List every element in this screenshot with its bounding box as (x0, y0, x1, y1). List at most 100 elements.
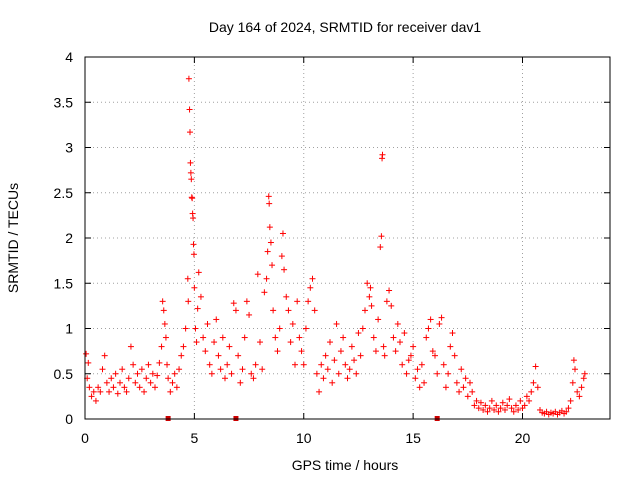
data-point (471, 402, 478, 409)
data-point (190, 241, 197, 248)
data-point (392, 348, 399, 355)
data-point (134, 370, 141, 377)
data-point (311, 307, 318, 314)
data-point (266, 224, 273, 231)
data-point (364, 280, 371, 287)
data-point (383, 298, 390, 305)
data-point (185, 298, 192, 305)
data-point (138, 366, 145, 373)
data-point (475, 405, 482, 412)
data-point (121, 384, 128, 391)
data-point (267, 239, 274, 246)
data-point (410, 343, 417, 350)
data-point (473, 397, 480, 404)
data-point (272, 334, 279, 341)
data-point (296, 334, 303, 341)
data-point (438, 314, 445, 321)
data-point (257, 339, 263, 346)
data-point (574, 388, 581, 395)
data-point (261, 289, 268, 296)
data-point (331, 357, 338, 364)
data-point (576, 393, 583, 400)
data-point (147, 379, 154, 386)
data-point (108, 375, 115, 382)
data-point (224, 361, 231, 368)
data-point (425, 325, 432, 332)
data-point (523, 393, 530, 400)
data-point (482, 402, 489, 409)
data-point (204, 320, 211, 327)
data-point (213, 316, 220, 323)
data-point (178, 352, 185, 359)
data-point (164, 361, 171, 368)
data-point (578, 384, 585, 391)
data-point (327, 339, 333, 346)
data-point (110, 384, 117, 391)
data-point (127, 343, 134, 350)
data-point (171, 370, 178, 377)
data-point (235, 352, 242, 359)
data-point (241, 334, 248, 341)
gridlines (85, 57, 610, 419)
data-point (132, 379, 139, 386)
data-point (200, 334, 207, 341)
data-point (427, 316, 434, 323)
data-point (436, 320, 443, 327)
data-point (149, 370, 156, 377)
data-point (456, 388, 463, 395)
data-point (567, 397, 574, 404)
data-point (348, 343, 355, 350)
data-point (381, 352, 388, 359)
data-point (380, 343, 387, 350)
data-point (119, 366, 126, 373)
data-point (342, 361, 349, 368)
data-point (208, 370, 215, 377)
data-point (521, 402, 528, 409)
data-point (504, 402, 511, 409)
data-point (570, 357, 577, 364)
data-point (92, 397, 99, 404)
data-point (309, 275, 316, 282)
data-point (230, 300, 237, 307)
data-point (388, 302, 395, 309)
data-point (206, 361, 213, 368)
data-point (403, 370, 410, 377)
data-point (243, 298, 250, 305)
data-point (195, 269, 202, 276)
data-point (491, 406, 498, 413)
data-point (506, 396, 513, 403)
data-point (106, 388, 113, 395)
y-tick-label: 0 (65, 411, 73, 427)
data-point (335, 370, 342, 377)
data-point (156, 359, 163, 366)
y-tick-label: 0.5 (54, 366, 74, 382)
data-point (194, 305, 201, 312)
data-point (278, 253, 285, 260)
data-point (143, 375, 150, 382)
data-point (429, 348, 436, 355)
x-tick-label: 20 (515, 430, 531, 446)
data-point (320, 375, 327, 382)
data-point (239, 366, 246, 373)
data-point (460, 384, 467, 391)
data-point (197, 293, 204, 300)
data-point (294, 298, 301, 305)
data-point (289, 320, 296, 327)
data-points (83, 75, 588, 418)
data-point (530, 379, 537, 386)
x-tick-label: 15 (405, 430, 421, 446)
data-point (141, 388, 148, 395)
data-point (270, 307, 277, 314)
data-point (154, 372, 161, 379)
data-point (215, 352, 222, 359)
data-point (248, 370, 255, 377)
data-point (432, 352, 438, 359)
y-tick-label: 4 (65, 49, 73, 65)
data-point (355, 330, 362, 337)
data-point (145, 361, 152, 368)
y-tick-labels: 0 0.5 1 1.5 2 2.5 3 3.5 4 (54, 49, 74, 427)
data-point (130, 361, 137, 368)
data-point (499, 399, 506, 406)
data-point (158, 343, 165, 350)
data-point (97, 388, 104, 395)
